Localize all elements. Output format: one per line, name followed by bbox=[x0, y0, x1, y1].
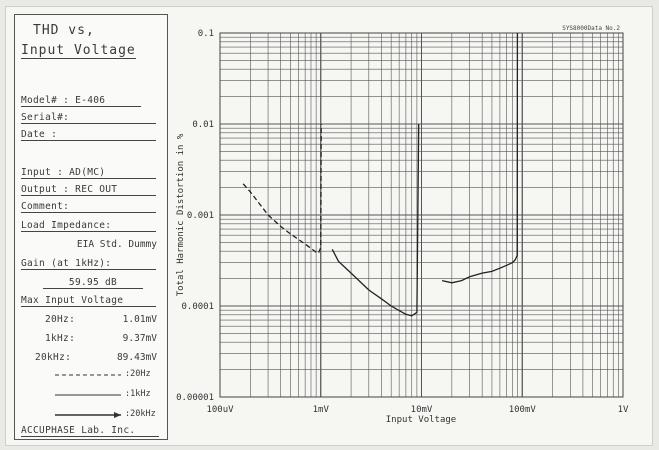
x-tick-label: 10mV bbox=[411, 405, 433, 415]
y-axis-label: Total Harmonic Distortion in % bbox=[176, 133, 186, 296]
y-tick-label: 0.001 bbox=[187, 211, 214, 221]
legend-swatches bbox=[55, 374, 121, 418]
serial-field: Serial#: bbox=[21, 112, 156, 124]
footer-company: ACCUPHASE Lab. Inc. bbox=[21, 425, 159, 437]
output-field: Output : REC OUT bbox=[21, 184, 156, 196]
x-axis-label: Input Voltage bbox=[386, 415, 456, 425]
load-impedance-value: EIA Std. Dummy bbox=[76, 239, 157, 250]
x-tick-label: 1mV bbox=[313, 405, 330, 415]
plot-frame bbox=[219, 32, 624, 398]
x-tick-label: 1V bbox=[618, 405, 629, 415]
legend-label-1khz: :1kHz bbox=[125, 389, 151, 399]
y-tick-label: 0.1 bbox=[198, 29, 214, 39]
y-tick-label: 0.01 bbox=[192, 120, 214, 130]
data-series bbox=[242, 32, 519, 317]
title-line-1: THD vs, bbox=[33, 23, 95, 38]
series-line-0 bbox=[242, 123, 322, 255]
max-1khz-value: 9.37mV bbox=[122, 333, 157, 344]
x-tick-labels: 100uV 1mV 10mV 100mV 1V bbox=[206, 405, 629, 415]
y-tick-label: 0.00001 bbox=[176, 393, 214, 403]
sheet-id-label: SYS8000Data No.2 bbox=[562, 25, 620, 32]
y-tick-label: 0.0001 bbox=[181, 302, 214, 312]
x-tick-label: 100uV bbox=[206, 405, 234, 415]
info-panel: THD vs, Input Voltage Model# : E-406 Ser… bbox=[14, 14, 168, 440]
y-tick-labels: 0.1 0.01 0.001 0.0001 0.00001 bbox=[176, 29, 214, 403]
max-20khz-label: 20kHz: bbox=[35, 352, 72, 363]
model-field: Model# : E-406 bbox=[21, 95, 141, 107]
chart-grid bbox=[219, 32, 624, 398]
gain-label: Gain (at 1kHz): bbox=[21, 258, 156, 270]
load-impedance-label: Load Impedance: bbox=[21, 220, 156, 232]
max-input-label: Max Input Voltage bbox=[21, 295, 156, 307]
comment-field: Comment: bbox=[21, 201, 156, 213]
x-tick-label: 100mV bbox=[509, 405, 537, 415]
max-20hz-value: 1.01mV bbox=[122, 314, 157, 325]
input-field: Input : AD(MC) bbox=[21, 167, 156, 179]
max-20hz-label: 20Hz: bbox=[45, 314, 76, 325]
date-field: Date : bbox=[21, 129, 156, 141]
max-1khz-label: 1kHz: bbox=[45, 333, 76, 344]
title-line-2: Input Voltage bbox=[21, 43, 136, 59]
legend-label-20hz: :20Hz bbox=[125, 369, 151, 379]
series-line-1 bbox=[331, 123, 420, 317]
series-line-2 bbox=[441, 32, 519, 284]
max-20khz-value: 89.43mV bbox=[116, 352, 157, 363]
gain-value: 59.95 dB bbox=[43, 277, 143, 289]
legend-arrow-20khz bbox=[114, 412, 121, 418]
legend-label-20khz: :20kHz bbox=[125, 409, 156, 419]
